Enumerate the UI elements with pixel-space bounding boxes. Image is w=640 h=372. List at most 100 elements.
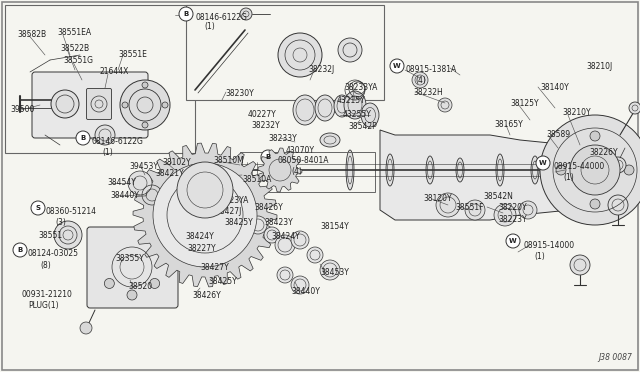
Text: S: S	[35, 205, 40, 211]
Circle shape	[31, 201, 45, 215]
Circle shape	[494, 204, 516, 226]
Circle shape	[249, 216, 267, 234]
Circle shape	[570, 255, 590, 275]
Circle shape	[519, 201, 537, 219]
Text: 38210Y: 38210Y	[562, 108, 591, 117]
Circle shape	[540, 115, 640, 225]
Circle shape	[570, 145, 620, 195]
Text: 38227Y: 38227Y	[187, 244, 216, 253]
Text: W: W	[539, 160, 547, 166]
Circle shape	[95, 125, 115, 145]
Ellipse shape	[293, 95, 317, 125]
Text: B: B	[17, 247, 22, 253]
Circle shape	[150, 279, 159, 288]
FancyBboxPatch shape	[32, 72, 148, 138]
Text: 38425Y: 38425Y	[224, 218, 253, 227]
Circle shape	[390, 59, 404, 73]
Circle shape	[278, 33, 322, 77]
Circle shape	[122, 102, 128, 108]
Text: 38230Y: 38230Y	[225, 89, 253, 98]
Text: 38226Y: 38226Y	[589, 148, 618, 157]
Text: 38522B: 38522B	[60, 44, 89, 53]
FancyBboxPatch shape	[86, 89, 111, 119]
Text: 08124-03025: 08124-03025	[27, 249, 78, 258]
Circle shape	[412, 72, 428, 88]
Text: 08915-14000: 08915-14000	[524, 241, 575, 250]
Text: 38232Y: 38232Y	[251, 121, 280, 130]
Circle shape	[291, 231, 309, 249]
Text: 38423Y: 38423Y	[264, 218, 292, 227]
Circle shape	[291, 276, 309, 294]
Text: 38233Y: 38233Y	[268, 134, 297, 143]
Text: 38424Y: 38424Y	[271, 232, 300, 241]
Text: 43255Y: 43255Y	[343, 110, 372, 119]
Text: B: B	[81, 135, 86, 141]
Text: 38440Y: 38440Y	[291, 287, 320, 296]
Text: (1): (1)	[534, 252, 545, 261]
Text: (4): (4)	[291, 167, 302, 176]
Bar	[240, 152, 375, 192]
Text: 38232J: 38232J	[308, 65, 334, 74]
Text: B: B	[266, 154, 271, 160]
Text: W: W	[393, 63, 401, 69]
Text: 08360-51214: 08360-51214	[46, 207, 97, 216]
Text: 38423YA: 38423YA	[215, 196, 248, 205]
Text: 08146-6122G: 08146-6122G	[92, 137, 144, 146]
Text: 08050-8401A: 08050-8401A	[278, 156, 330, 165]
Text: 38426Y: 38426Y	[192, 291, 221, 300]
Circle shape	[153, 163, 257, 267]
Text: 38510A: 38510A	[242, 175, 271, 184]
Text: 00931-21210: 00931-21210	[22, 290, 73, 299]
Ellipse shape	[361, 103, 379, 127]
FancyBboxPatch shape	[87, 227, 178, 308]
Text: (1): (1)	[102, 148, 113, 157]
Circle shape	[320, 260, 340, 280]
Text: (1): (1)	[563, 173, 573, 182]
Circle shape	[465, 200, 485, 220]
Circle shape	[629, 102, 640, 114]
Text: 38440Y: 38440Y	[110, 191, 139, 200]
Circle shape	[608, 195, 628, 215]
Text: 38551E: 38551E	[118, 50, 147, 59]
Text: (4): (4)	[415, 76, 426, 85]
Circle shape	[536, 156, 550, 170]
Circle shape	[240, 8, 252, 20]
Ellipse shape	[346, 150, 354, 190]
Text: W: W	[509, 238, 517, 244]
Text: 38165Y: 38165Y	[494, 120, 523, 129]
Text: 38355Y: 38355Y	[115, 254, 144, 263]
Ellipse shape	[426, 156, 434, 184]
Ellipse shape	[334, 95, 350, 117]
Circle shape	[590, 131, 600, 141]
Text: 38510M: 38510M	[213, 156, 244, 165]
Circle shape	[104, 279, 115, 288]
Text: 38426Y: 38426Y	[254, 203, 283, 212]
Circle shape	[436, 193, 460, 217]
Circle shape	[338, 38, 362, 62]
Text: 38453Y: 38453Y	[320, 268, 349, 277]
Text: 38232H: 38232H	[413, 88, 443, 97]
Ellipse shape	[320, 133, 340, 147]
Text: 38120Y: 38120Y	[423, 194, 452, 203]
Ellipse shape	[531, 156, 539, 184]
Circle shape	[264, 227, 280, 243]
Polygon shape	[380, 130, 600, 220]
Text: 38542N: 38542N	[483, 192, 513, 201]
Text: (3): (3)	[55, 218, 66, 227]
Text: 08915-44000: 08915-44000	[553, 162, 604, 171]
Bar	[186, 5, 384, 100]
Text: 38421Y: 38421Y	[155, 169, 184, 178]
Text: 38140Y: 38140Y	[540, 83, 569, 92]
Text: (8): (8)	[40, 261, 51, 270]
Polygon shape	[231, 196, 259, 224]
Text: 38424Y: 38424Y	[185, 232, 214, 241]
Circle shape	[275, 235, 295, 255]
Circle shape	[177, 162, 233, 218]
Text: 38100Y: 38100Y	[198, 172, 227, 181]
Text: 38520: 38520	[128, 282, 152, 291]
Text: 38125Y: 38125Y	[510, 99, 539, 108]
Text: 38154Y: 38154Y	[320, 222, 349, 231]
Circle shape	[506, 234, 520, 248]
Circle shape	[162, 102, 168, 108]
Text: 38582B: 38582B	[17, 30, 46, 39]
